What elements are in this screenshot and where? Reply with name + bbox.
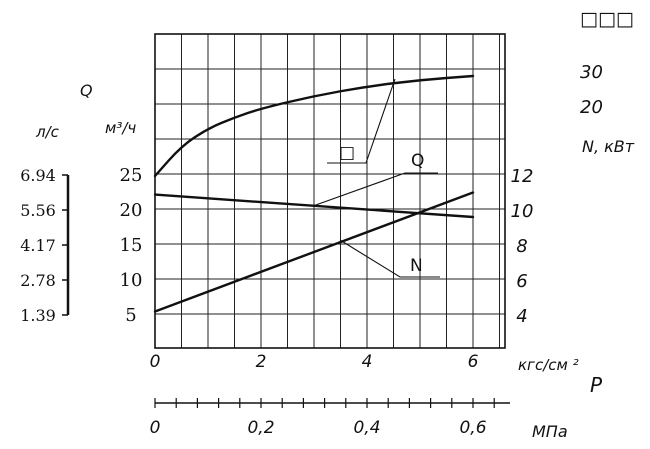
x2-axis-unit: МПа: [532, 422, 568, 441]
series-line-2: [153, 191, 475, 313]
left-axis-unit-m3h: м³/ч: [105, 119, 136, 137]
left-tick-ls: 6.94: [20, 166, 56, 185]
series-line-0: [153, 74, 475, 178]
right-tick-kw: 4: [516, 306, 527, 327]
series-label-q: Q: [411, 151, 424, 171]
left-tick-ls: 5.56: [20, 201, 56, 220]
x2-tick-label: 0,4: [353, 418, 380, 438]
x-axis-symbol: P: [590, 373, 603, 397]
x2-tick-label: 0: [150, 418, 161, 438]
left-tick-m3h: 15: [120, 235, 143, 256]
upper-scale-header: □□□: [580, 8, 634, 30]
left-tick-m3h: 10: [120, 270, 143, 291]
series-label-n: N: [410, 256, 423, 276]
right-tick-kw: 8: [516, 236, 527, 257]
left-tick-ls: 4.17: [20, 236, 56, 255]
right-tick-kw: 6: [516, 271, 527, 292]
leader-line-n: [339, 239, 440, 278]
right-tick-kw: 12: [511, 166, 534, 187]
x2-tick-label: 0,6: [459, 418, 486, 438]
x-tick-label: 6: [468, 352, 479, 372]
plot-border: [154, 33, 506, 349]
series-label-upper: □: [339, 143, 355, 163]
plot-frame: [154, 33, 506, 349]
x-tick-label: 2: [256, 352, 267, 372]
upper-scale-tick: 30: [580, 62, 603, 83]
leader-line-q: [312, 172, 438, 207]
left-tick-m3h: 5: [125, 305, 136, 326]
upper-scale-tick: 20: [580, 97, 603, 118]
left-tick-m3h: 25: [120, 165, 143, 186]
grid: [155, 34, 505, 348]
x-axis-unit: кгс/см ²: [518, 356, 579, 374]
left-tick-ls: 1.39: [20, 306, 56, 325]
labels: 0 2 4 6 0 0,2 0,4 0,6 25 20 15 10 5 6.94 5.56 4.17 2.78 1…: [20, 78, 534, 438]
right-axis-unit: N, кВт: [582, 137, 635, 156]
left-tick-ls: 2.78: [20, 271, 56, 290]
leader-line-upper: [327, 78, 396, 164]
x2-tick-label: 0,2: [247, 418, 274, 438]
left-tick-m3h: 20: [120, 200, 143, 221]
x-tick-label: 4: [362, 352, 373, 372]
right-tick-kw: 10: [511, 201, 534, 222]
x-tick-label: 0: [150, 352, 161, 372]
left-axis-unit-ls: л/с: [35, 123, 60, 141]
left-axis-symbol: Q: [80, 81, 93, 100]
